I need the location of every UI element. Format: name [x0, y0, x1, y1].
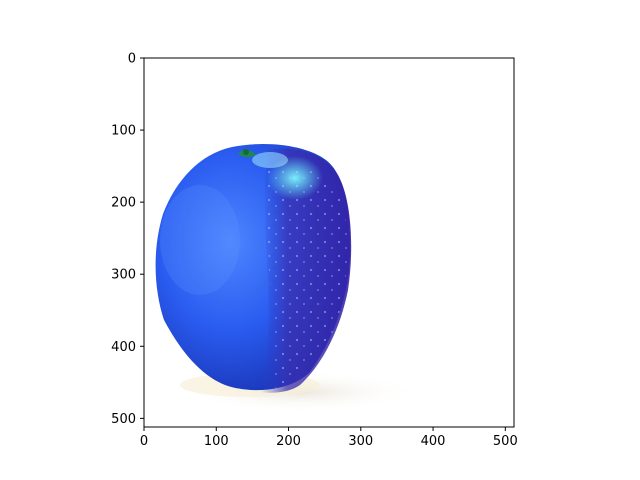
x-tick-label: 100	[204, 434, 229, 449]
left-highlight	[160, 185, 240, 295]
fruit-speckles	[268, 166, 348, 388]
y-tick-label: 100	[111, 124, 136, 139]
y-tick-label: 400	[111, 340, 136, 355]
x-tick-label: 400	[421, 434, 446, 449]
x-tick-label: 300	[348, 434, 373, 449]
photo-image	[144, 58, 514, 427]
x-tick-label: 500	[493, 434, 518, 449]
y-tick-label: 300	[111, 268, 136, 283]
y-tick-label: 200	[111, 196, 136, 211]
axes-frame	[143, 57, 515, 428]
y-tick-label: 500	[111, 412, 136, 427]
y-tick-label: 0	[128, 52, 136, 67]
stem-top	[243, 149, 249, 155]
axes: 0 100 200 300 400 500 0 100 200 300 400 500	[111, 52, 518, 450]
cyan-highlight	[267, 156, 323, 200]
top-highlight	[252, 152, 288, 168]
x-tick-label: 0	[140, 434, 148, 449]
x-tick-label: 200	[276, 434, 301, 449]
